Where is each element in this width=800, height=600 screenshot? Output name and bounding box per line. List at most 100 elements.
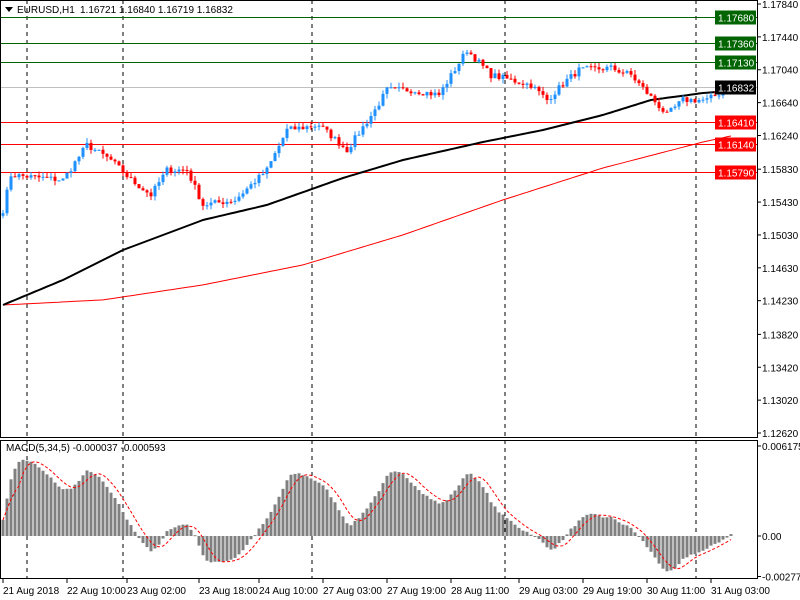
candle-body xyxy=(325,126,329,130)
candle-body xyxy=(65,172,69,179)
macd-histogram-bar xyxy=(657,536,661,564)
candle-body xyxy=(61,178,65,181)
candle-body xyxy=(89,142,93,150)
candle-body xyxy=(649,93,653,96)
candle-body xyxy=(1,213,5,216)
candle-body xyxy=(701,99,705,101)
candle-body xyxy=(197,184,201,200)
candle-body xyxy=(361,126,365,135)
candle-body xyxy=(585,66,589,68)
collapse-triangle-icon[interactable] xyxy=(5,7,13,12)
candle-body xyxy=(177,169,181,172)
candle-body xyxy=(129,177,133,179)
macd-histogram-bar xyxy=(669,536,673,571)
macd-histogram-bar xyxy=(469,473,473,536)
macd-histogram-bar xyxy=(597,515,601,536)
candle-body xyxy=(5,189,9,214)
macd-histogram-bar xyxy=(141,536,145,544)
macd-signal-line xyxy=(2,461,732,570)
macd-histogram-bar xyxy=(213,536,217,562)
macd-histogram-bar xyxy=(569,528,573,536)
macd-histogram-bar xyxy=(681,536,685,559)
macd-histogram-bar xyxy=(157,536,161,545)
macd-histogram-bar xyxy=(133,531,137,536)
time-label: 27 Aug 03:00 xyxy=(323,586,382,597)
macd-histogram-bar xyxy=(341,516,345,536)
candle-body xyxy=(621,72,625,74)
macd-histogram-bar xyxy=(461,478,465,536)
candle-body xyxy=(429,92,433,96)
macd-histogram-bar xyxy=(257,528,261,536)
candle-body xyxy=(69,171,73,173)
candle-body xyxy=(637,80,641,84)
main-pane-border xyxy=(0,0,758,438)
candle-body xyxy=(449,73,453,84)
candle-body xyxy=(229,201,233,203)
candle-body xyxy=(685,97,689,102)
candle-body xyxy=(301,126,305,130)
macd-histogram-bar xyxy=(349,525,353,536)
macd-histogram-bar xyxy=(365,508,369,536)
macd-histogram-bar xyxy=(397,472,401,536)
macd-histogram-bar xyxy=(57,486,61,536)
candle-body xyxy=(9,176,13,190)
time-label: 22 Aug 10:00 xyxy=(67,586,126,597)
macd-histogram-bar xyxy=(621,524,625,536)
candle-body xyxy=(477,59,481,62)
price-tick-label: 1.16640 xyxy=(762,99,799,110)
price-tick-label: 1.14630 xyxy=(762,264,799,275)
macd-histogram-bar xyxy=(477,481,481,536)
macd-histogram-bar xyxy=(713,536,717,544)
macd-histogram-bar xyxy=(501,514,505,536)
macd-histogram-bar xyxy=(85,470,89,536)
candle-body xyxy=(349,147,353,153)
candle-body xyxy=(353,135,357,148)
time-label: 31 Aug 03:00 xyxy=(711,586,770,597)
macd-histogram-bar xyxy=(401,474,405,536)
candle-body xyxy=(133,177,137,185)
candle-body xyxy=(49,176,53,178)
macd-histogram-bar xyxy=(677,536,681,565)
macd-histogram-bar xyxy=(649,536,653,552)
macd-histogram-bar xyxy=(457,485,461,536)
macd-histogram-bar xyxy=(617,522,621,536)
candle-body xyxy=(465,52,469,54)
time-label: 24 Aug 10:00 xyxy=(259,586,318,597)
macd-histogram-bar xyxy=(489,502,493,536)
macd-histogram-bar xyxy=(601,517,605,536)
macd-histogram-bar xyxy=(61,489,65,536)
macd-histogram-bar xyxy=(633,532,637,536)
candle-body xyxy=(113,159,117,162)
candle-body xyxy=(541,91,545,95)
macd-histogram-bar xyxy=(49,477,53,536)
candle-body xyxy=(569,74,573,79)
candle-body xyxy=(497,73,501,80)
macd-histogram-bar xyxy=(521,530,525,536)
candle-body xyxy=(553,94,557,100)
candle-body xyxy=(261,174,265,176)
candle-body xyxy=(309,126,313,128)
candle-body xyxy=(689,99,693,102)
candle-body xyxy=(257,174,261,183)
candle-body xyxy=(577,67,581,77)
macd-histogram-bar xyxy=(69,488,73,536)
candle-body xyxy=(645,86,649,94)
price-tick-label: 1.14230 xyxy=(762,297,799,308)
candle-body xyxy=(341,145,345,148)
candle-body xyxy=(13,176,17,178)
macd-histogram-bar xyxy=(721,536,725,540)
macd-tick-label: -0.002778 xyxy=(762,572,800,583)
candle-body xyxy=(53,176,57,181)
macd-histogram-bar xyxy=(433,500,437,536)
candle-body xyxy=(77,156,81,162)
candle-body xyxy=(305,126,309,130)
candle-body xyxy=(29,175,33,178)
candle-body xyxy=(193,180,197,185)
level-price-label: 1.17130 xyxy=(718,59,755,70)
candle-body xyxy=(557,85,561,95)
macd-histogram-bar xyxy=(241,536,245,551)
macd-histogram-bar xyxy=(377,491,381,536)
macd-histogram-bar xyxy=(105,486,109,536)
candle-body xyxy=(653,95,657,103)
